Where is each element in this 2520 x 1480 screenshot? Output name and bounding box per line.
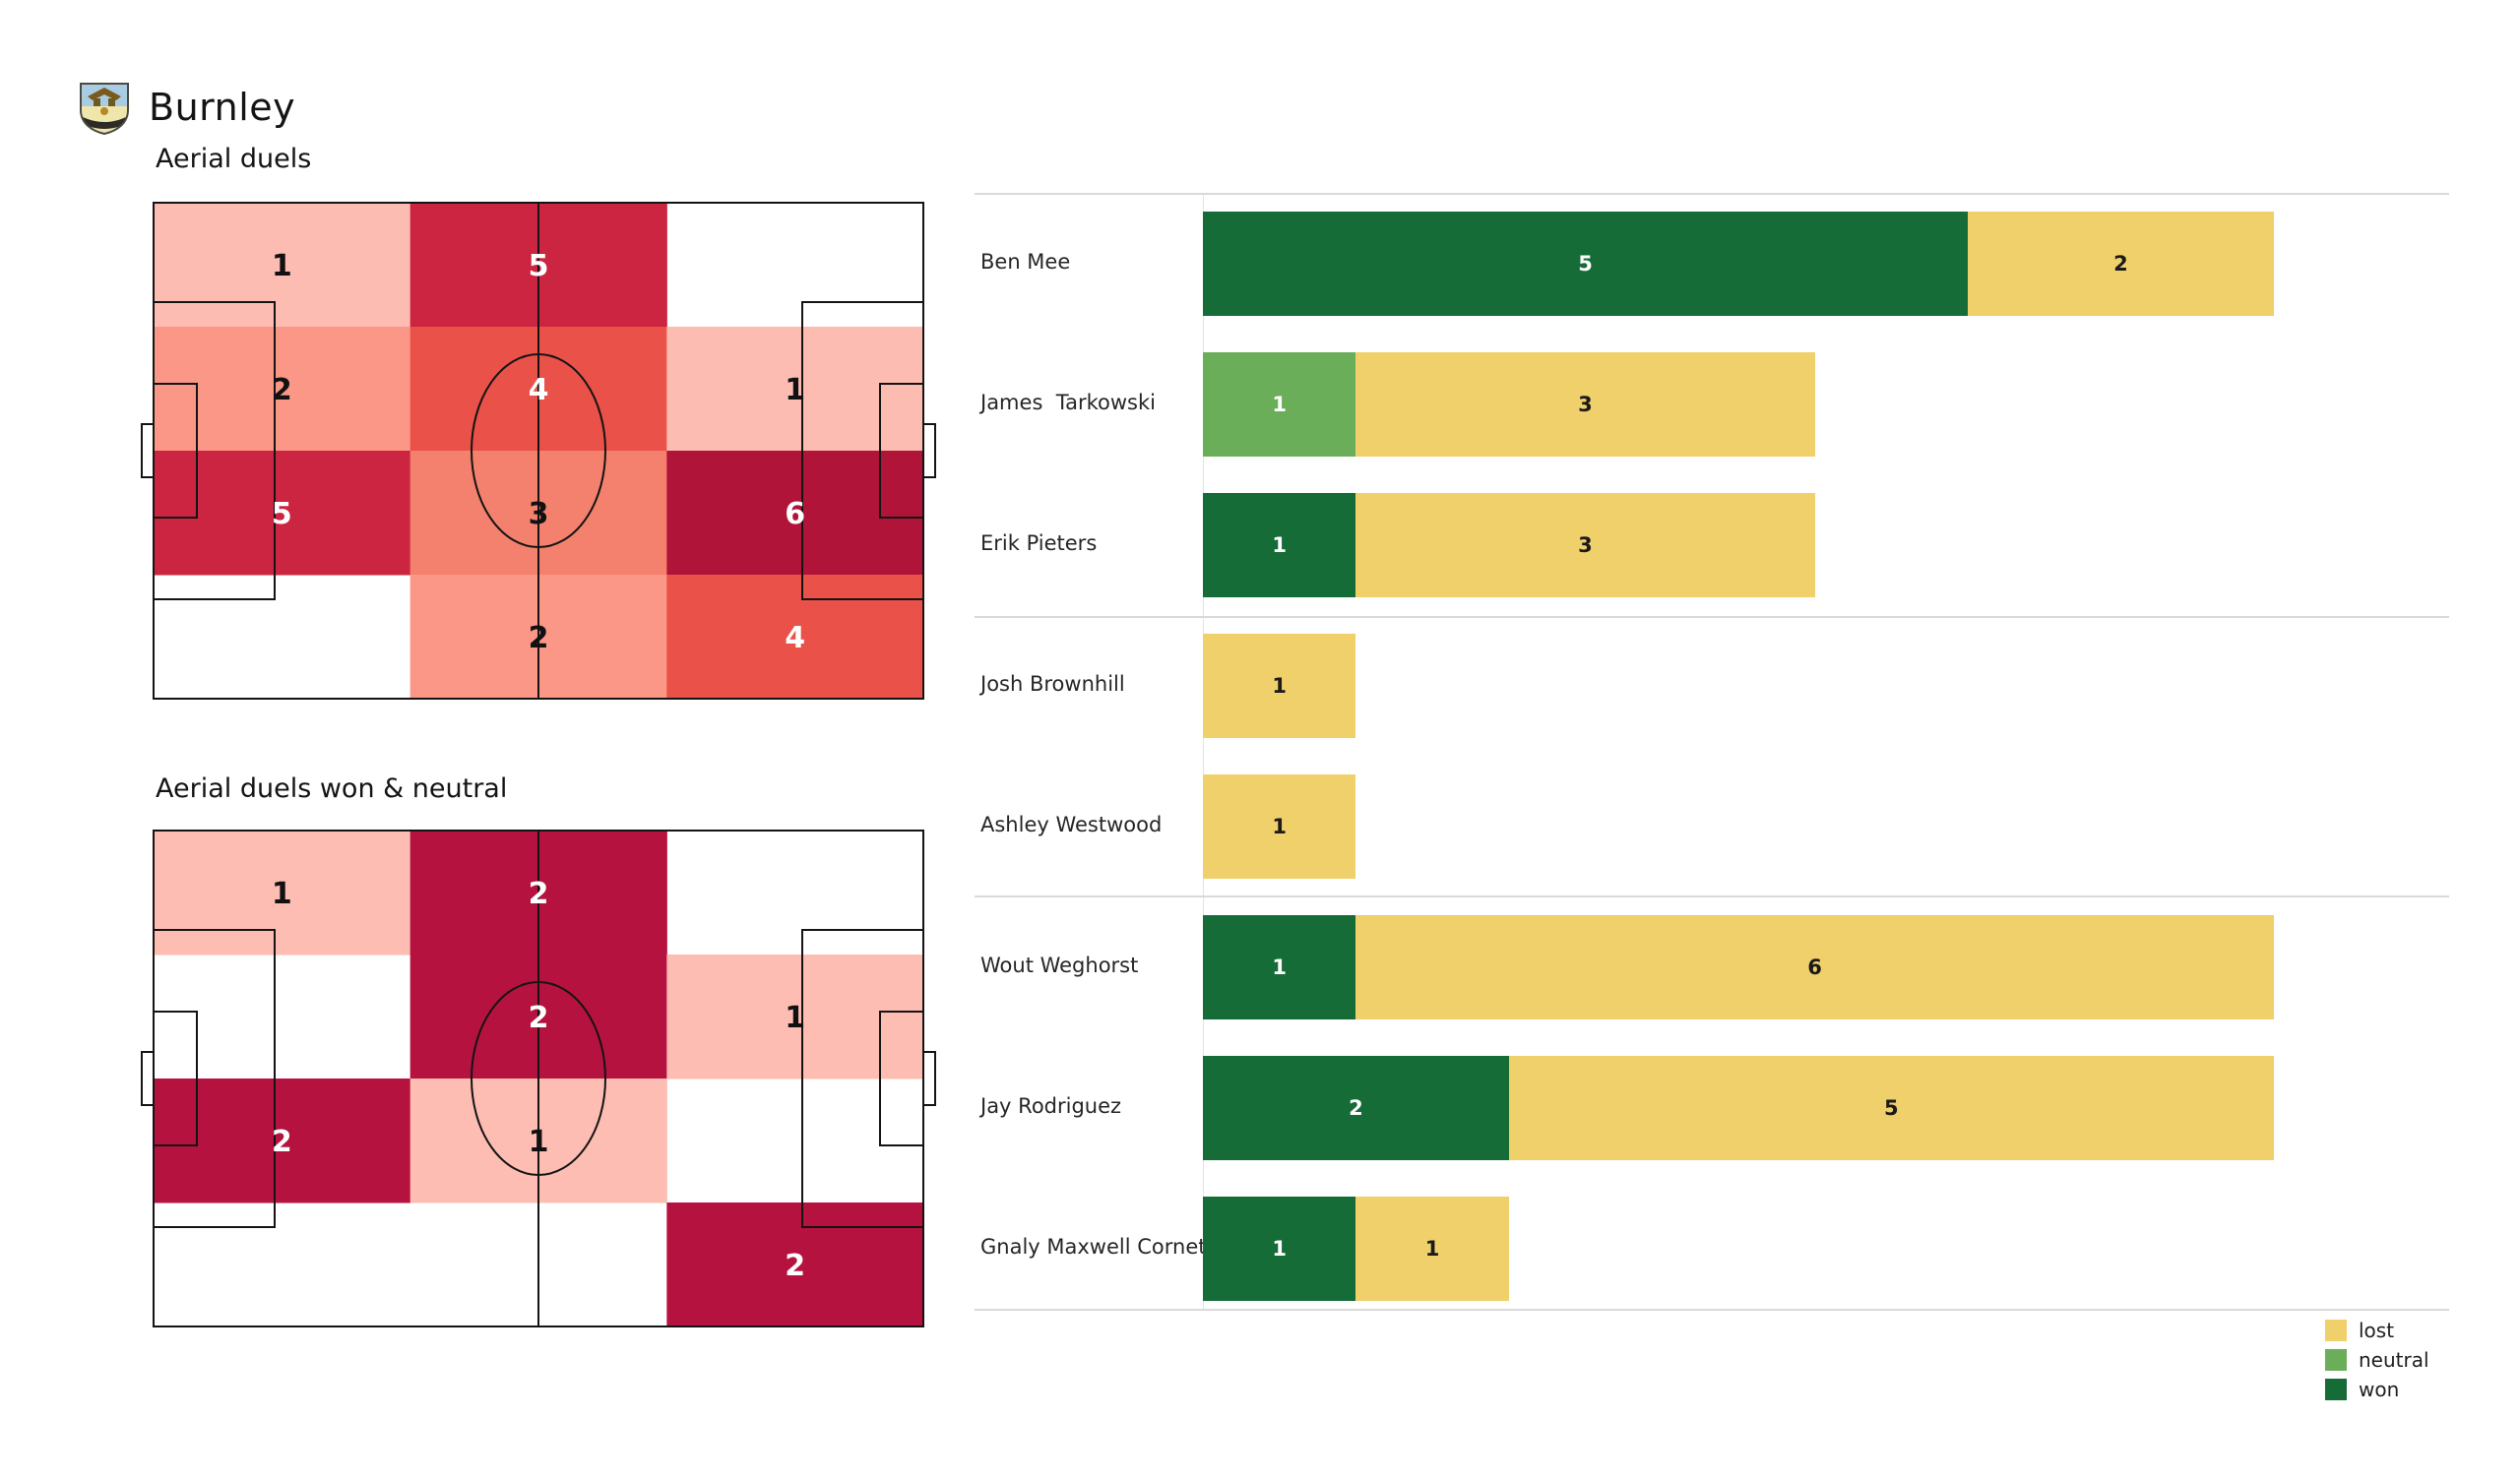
- pitch-cell-value: 1: [529, 1125, 549, 1159]
- pitch-cell-value: 2: [529, 877, 549, 911]
- pitch-svg-0: 1 5 2 4 1 5 3 6 2 4: [141, 202, 936, 700]
- heatmap-title-aerial-duels: Aerial duels: [156, 144, 312, 174]
- pitch-marking: [141, 1051, 155, 1106]
- pitch-cell: [154, 203, 411, 328]
- bar-row-label: Gnaly Maxwell Cornet: [980, 1235, 1207, 1259]
- pitch-svg-1: 1 2 2 1 2 1 2: [141, 830, 936, 1327]
- pitch-cell-value: 5: [272, 497, 292, 531]
- bar-segment-value: 1: [1272, 533, 1287, 557]
- pitch-cell-value: 2: [785, 1249, 805, 1283]
- bar-segment-lost: 5: [1508, 1056, 2274, 1160]
- pitch-marking: [141, 423, 155, 478]
- pitch-cell-value: 2: [529, 621, 549, 655]
- crest-chevron: [88, 88, 121, 100]
- bar-segment-value: 2: [1349, 1096, 1363, 1120]
- bar-segment-value: 3: [1578, 533, 1593, 557]
- bar-segment-lost: 3: [1355, 352, 1815, 457]
- bar-segment-lost: 6: [1355, 915, 2274, 1019]
- bar-segment-value: 1: [1272, 815, 1287, 838]
- bar-axis-line: [1203, 193, 1204, 1309]
- bar-segment-value: 5: [1578, 252, 1593, 276]
- legend-label: neutral: [2359, 1348, 2429, 1372]
- pitch-cell-value: 4: [785, 621, 805, 655]
- pitch-cell-value: 2: [529, 1001, 549, 1035]
- bar-segment-value: 1: [1272, 674, 1287, 698]
- pitch-cell-value: 1: [272, 249, 292, 283]
- crest-detail-right: [108, 98, 115, 106]
- pitch-marking: [471, 353, 606, 548]
- legend-swatch-lost: [2325, 1320, 2347, 1341]
- pitch-cell-value: 1: [785, 1001, 805, 1035]
- legend-swatch-neutral: [2325, 1349, 2347, 1371]
- group-separator-line: [975, 1309, 2449, 1311]
- pitch-cell-value: 2: [272, 373, 292, 407]
- bar-segment-won: 1: [1203, 1197, 1356, 1301]
- bar-segment-won: 2: [1203, 1056, 1509, 1160]
- aerial-duels-pitch-heatmap: 1 5 2 4 1 5 3 6 2 4: [140, 189, 937, 716]
- bar-segment-value: 2: [2113, 252, 2128, 276]
- pitch-cell-value: 4: [529, 373, 549, 407]
- crest-detail-left: [94, 98, 100, 106]
- bar-segment-value: 6: [1807, 956, 1822, 979]
- group-separator-line: [975, 895, 2449, 897]
- crest-bee: [100, 107, 108, 115]
- crest-banner: [81, 116, 128, 129]
- bar-row-label: Josh Brownhill: [980, 672, 1125, 696]
- team-header: Burnley: [74, 77, 295, 138]
- pitch-cell: [666, 575, 924, 700]
- pitch-cell: [666, 1202, 924, 1327]
- bar-row-label: Erik Pieters: [980, 531, 1098, 555]
- legend-label: lost: [2359, 1319, 2395, 1342]
- aerial-duels-won-neutral-pitch-heatmap: 1 2 2 1 2 1 2: [140, 817, 937, 1344]
- bar-row-label: Jay Rodriguez: [980, 1094, 1122, 1118]
- legend-item-won: won: [2325, 1378, 2399, 1401]
- legend-item-neutral: neutral: [2325, 1348, 2429, 1372]
- bar-segment-value: 1: [1272, 1237, 1287, 1261]
- bar-segment-value: 5: [1883, 1096, 1899, 1120]
- pitch-cell-value: 2: [272, 1125, 292, 1159]
- group-separator-line: [975, 616, 2449, 618]
- legend-swatch-won: [2325, 1379, 2347, 1400]
- burnley-crest-logo: [80, 83, 129, 136]
- bar-segment-lost: 1: [1203, 634, 1356, 738]
- bar-segment-neutral: 1: [1203, 352, 1356, 457]
- pitch-cell-value: 1: [272, 877, 292, 911]
- bar-segment-won: 5: [1203, 212, 1968, 316]
- legend-label: won: [2359, 1378, 2400, 1401]
- crest-outline: [80, 83, 129, 136]
- bar-segment-lost: 2: [1968, 212, 2274, 316]
- bar-segment-won: 1: [1203, 915, 1356, 1019]
- bar-segment-won: 1: [1203, 493, 1356, 597]
- pitch-cell-value: 3: [529, 497, 549, 531]
- bar-row-label: Wout Weghorst: [980, 954, 1139, 977]
- pitch-cell-value: 1: [785, 373, 805, 407]
- crest-sky-field: [81, 84, 128, 106]
- bar-segment-lost: 1: [1355, 1197, 1509, 1301]
- pitch-marking: [922, 1051, 936, 1106]
- bar-row-label: Ben Mee: [980, 250, 1071, 274]
- pitch-marking: [922, 423, 936, 478]
- bar-segment-value: 1: [1272, 393, 1287, 416]
- pitch-cell: [154, 831, 411, 956]
- bar-segment-lost: 3: [1355, 493, 1815, 597]
- group-separator-line: [975, 193, 2449, 195]
- pitch-cell-value: 6: [785, 497, 805, 531]
- heatmap-title-aerial-duels-won-neutral: Aerial duels won & neutral: [156, 773, 508, 804]
- bar-segment-value: 3: [1578, 393, 1593, 416]
- bar-segment-value: 1: [1272, 956, 1287, 979]
- team-title: Burnley: [149, 86, 296, 129]
- pitch-marking: [471, 981, 606, 1176]
- bar-segment-lost: 1: [1203, 774, 1356, 879]
- bar-row-label: Ashley Westwood: [980, 813, 1163, 836]
- bar-segment-value: 1: [1424, 1237, 1440, 1261]
- bar-row-label: James Tarkowski: [980, 391, 1156, 414]
- pitch-cell-value: 5: [529, 249, 549, 283]
- legend-item-lost: lost: [2325, 1319, 2394, 1342]
